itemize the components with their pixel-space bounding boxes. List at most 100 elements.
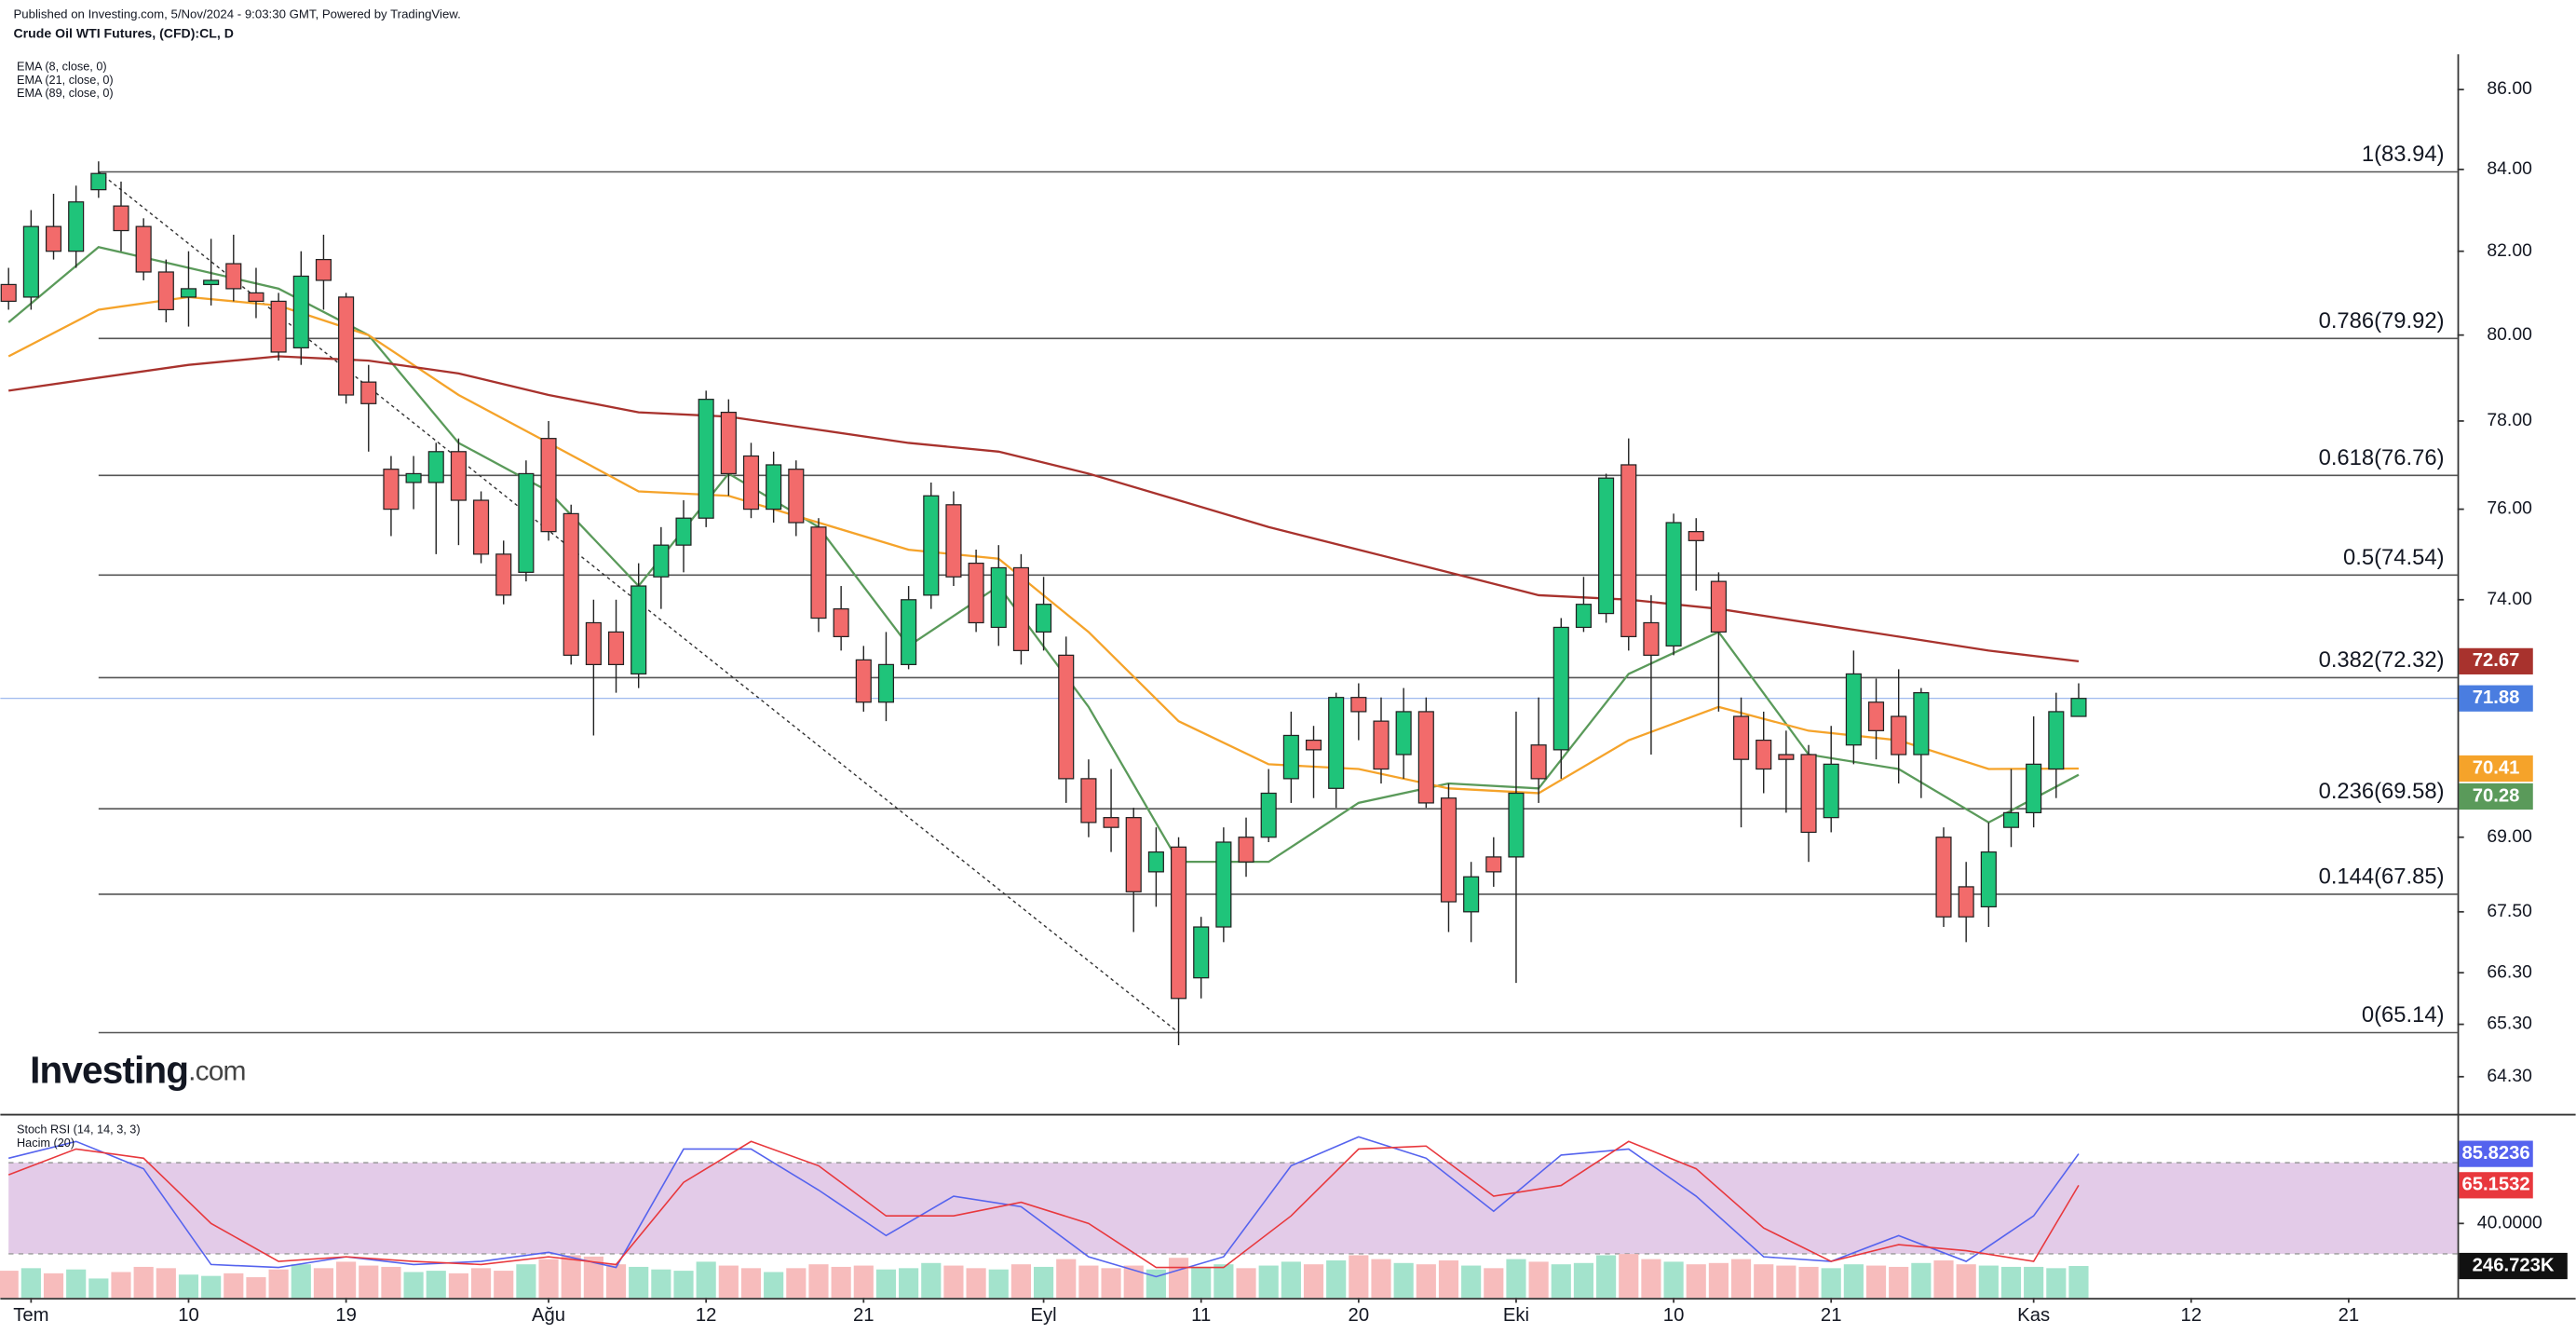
volume-bar (718, 1265, 739, 1299)
x-tick-label: 12 (696, 1305, 717, 1326)
volume-bar (1754, 1264, 1774, 1299)
volume-bar (2046, 1268, 2067, 1299)
candle-body (248, 292, 264, 303)
volume-bar (899, 1268, 919, 1299)
candle-body (630, 585, 647, 675)
volume-bar (178, 1274, 199, 1299)
candle-body (405, 472, 422, 483)
candle-body (1417, 711, 1434, 804)
x-tick-label: 19 (335, 1305, 357, 1326)
volume-bar (1123, 1265, 1144, 1299)
x-tick-label: Tem (13, 1305, 48, 1326)
candle-body (1935, 837, 1952, 918)
volume-bar (1191, 1266, 1212, 1299)
candle-body (1575, 604, 1592, 629)
x-tick-label: 21 (853, 1305, 874, 1326)
value-box-label: 70.41 (2473, 757, 2520, 778)
volume-bar (538, 1259, 559, 1299)
candle-body (1710, 580, 1727, 633)
x-tick-label: 11 (1191, 1305, 1211, 1326)
candle-body (427, 451, 444, 483)
candle-body (1552, 626, 1569, 751)
volume-bar (1730, 1259, 1752, 1299)
volume-bar (1168, 1258, 1189, 1299)
candle-body (338, 296, 355, 396)
fib-label: 0.382(72.32) (2319, 647, 2445, 673)
candle-body (540, 438, 557, 533)
candle-body (1688, 531, 1704, 541)
candle-body (923, 495, 940, 596)
candle-body (518, 472, 535, 573)
x-tick-label: Eki (1503, 1305, 1529, 1326)
candle-body (360, 381, 377, 404)
candle-body (1238, 837, 1254, 863)
volume-bar (966, 1268, 986, 1299)
candle-body (1733, 715, 1750, 760)
candle-body (450, 451, 467, 501)
stoch-line (7, 1140, 2080, 1269)
volume-bar (1034, 1266, 1054, 1299)
candle-body (1508, 792, 1525, 858)
value-box (2459, 647, 2533, 674)
volume-bar (1619, 1254, 1639, 1299)
candle-body (901, 599, 917, 665)
volume-bar (1596, 1255, 1617, 1299)
y-tick-label: 78.00 (2487, 410, 2532, 430)
fib-label: 0(65.14) (2362, 1002, 2445, 1028)
candle-body (68, 201, 85, 252)
value-box-label: 71.88 (2473, 687, 2520, 708)
candle-body (157, 271, 174, 311)
volume-bar (764, 1272, 784, 1299)
candle-body (113, 205, 129, 232)
value-box-label: 65.1532 (2461, 1175, 2529, 1195)
candle-body (1778, 754, 1795, 760)
candle-body (473, 499, 490, 555)
legend-entry: EMA (89, close, 0) (17, 87, 114, 100)
legend-entry: EMA (8, close, 0) (17, 61, 107, 74)
x-tick-label: 20 (1349, 1305, 1370, 1326)
volume-bar (1438, 1260, 1459, 1299)
value-box-label: 85.8236 (2461, 1143, 2529, 1164)
volume-bar (1956, 1264, 1976, 1299)
volume-bar (313, 1268, 334, 1299)
x-tick-label: 10 (1663, 1305, 1685, 1326)
candle-body (1440, 797, 1457, 903)
candle-body (1373, 720, 1390, 770)
indicator-title: Stoch RSI (14, 14, 3, 3) (17, 1123, 141, 1137)
candle-body (1530, 744, 1547, 780)
volume-bar (1843, 1264, 1864, 1299)
fib-label: 0.618(76.76) (2319, 445, 2445, 470)
volume-bar (516, 1264, 536, 1299)
volume-bar (1821, 1268, 1841, 1299)
y-tick-label: 66.30 (2487, 961, 2532, 982)
candle-body (1103, 817, 1119, 828)
volume-bar (1349, 1255, 1369, 1299)
candle-body (1463, 876, 1480, 913)
publish-note: Published on Investing.com, 5/Nov/2024 -… (13, 7, 460, 20)
candle-body (720, 411, 737, 475)
volume-bar (1528, 1261, 1549, 1299)
candle-body (1260, 792, 1277, 838)
volume-bar (1010, 1264, 1032, 1299)
volume-bar (1393, 1262, 1414, 1299)
volume-bar (921, 1262, 942, 1299)
value-box (2459, 783, 2533, 810)
volume-bar (605, 1264, 627, 1299)
volume-bar (1551, 1264, 1571, 1299)
candle-body (180, 288, 197, 298)
y-tick-label: 67.50 (2487, 901, 2532, 921)
volume-bar (156, 1268, 176, 1299)
volume-bar (1889, 1266, 1909, 1299)
volume-bar (1641, 1259, 1661, 1299)
candle-body (292, 275, 309, 348)
y-tick-label: 69.00 (2487, 826, 2532, 847)
candle-body (495, 553, 512, 596)
fib-label: 0.5(74.54) (2343, 545, 2444, 570)
volume-bar (1506, 1259, 1526, 1299)
fib-label: 0.144(67.85) (2319, 864, 2445, 890)
volume-bar (673, 1271, 694, 1299)
x-tick-label: 21 (2339, 1305, 2360, 1326)
volume-bar (88, 1278, 109, 1299)
volume-bar (201, 1275, 222, 1299)
